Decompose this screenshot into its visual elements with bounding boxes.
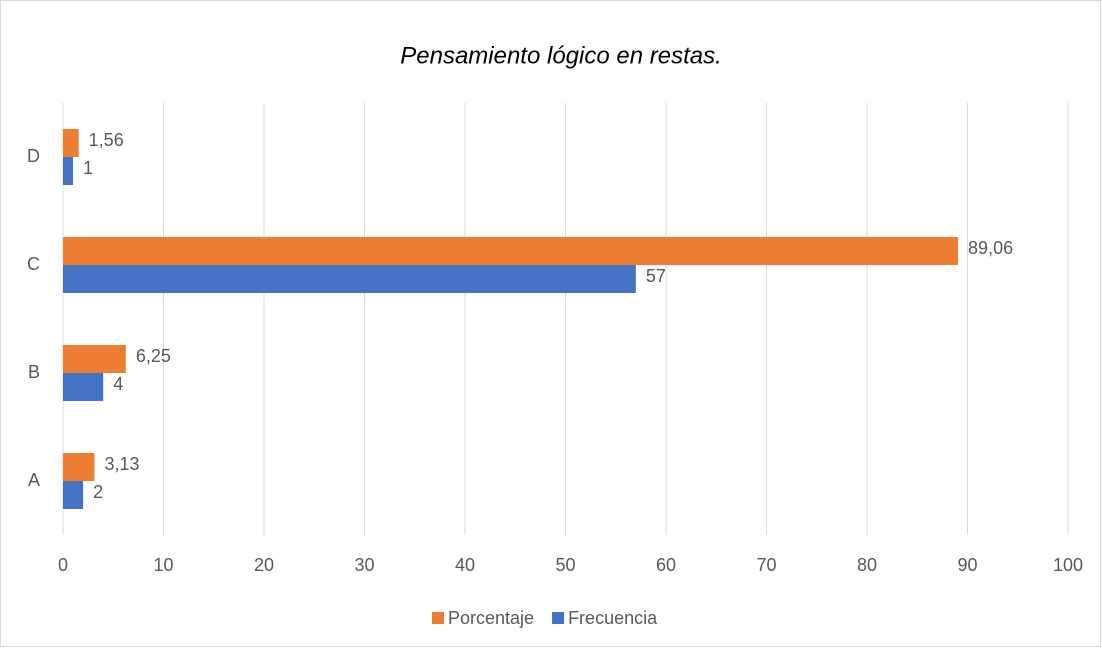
value-label: 1	[83, 158, 93, 178]
value-label: 6,25	[136, 346, 171, 366]
bar	[63, 345, 126, 373]
value-label: 57	[646, 266, 666, 286]
value-label: 4	[113, 374, 123, 394]
x-tick-label: 70	[756, 555, 776, 575]
bar	[63, 481, 84, 509]
value-label: 3,13	[104, 454, 139, 474]
value-label: 89,06	[968, 238, 1013, 258]
x-tick-label: 80	[857, 555, 877, 575]
x-tick-label: 100	[1053, 555, 1083, 575]
legend-label: Porcentaje	[448, 608, 534, 628]
x-tick-label: 20	[254, 555, 274, 575]
value-label: 1,56	[89, 130, 124, 150]
legend-swatch	[432, 612, 444, 624]
value-label: 2	[93, 482, 103, 502]
y-tick-label: D	[27, 146, 40, 166]
chart-title: Pensamiento lógico en restas.	[400, 42, 722, 69]
x-tick-label: 60	[656, 555, 676, 575]
x-tick-label: 40	[455, 555, 475, 575]
legend-label: Frecuencia	[568, 608, 658, 628]
bar	[63, 157, 74, 185]
x-tick-label: 90	[957, 555, 977, 575]
x-tick-label: 10	[153, 555, 173, 575]
bar	[63, 453, 95, 481]
x-tick-label: 0	[58, 555, 68, 575]
bar	[63, 129, 79, 157]
bar	[63, 237, 959, 265]
y-tick-label: C	[27, 254, 40, 274]
x-tick-label: 50	[555, 555, 575, 575]
y-tick-label: A	[28, 470, 40, 490]
y-tick-label: B	[28, 362, 40, 382]
legend-swatch	[552, 612, 565, 624]
bar	[63, 373, 104, 401]
x-tick-label: 30	[354, 555, 374, 575]
bar	[63, 265, 636, 293]
